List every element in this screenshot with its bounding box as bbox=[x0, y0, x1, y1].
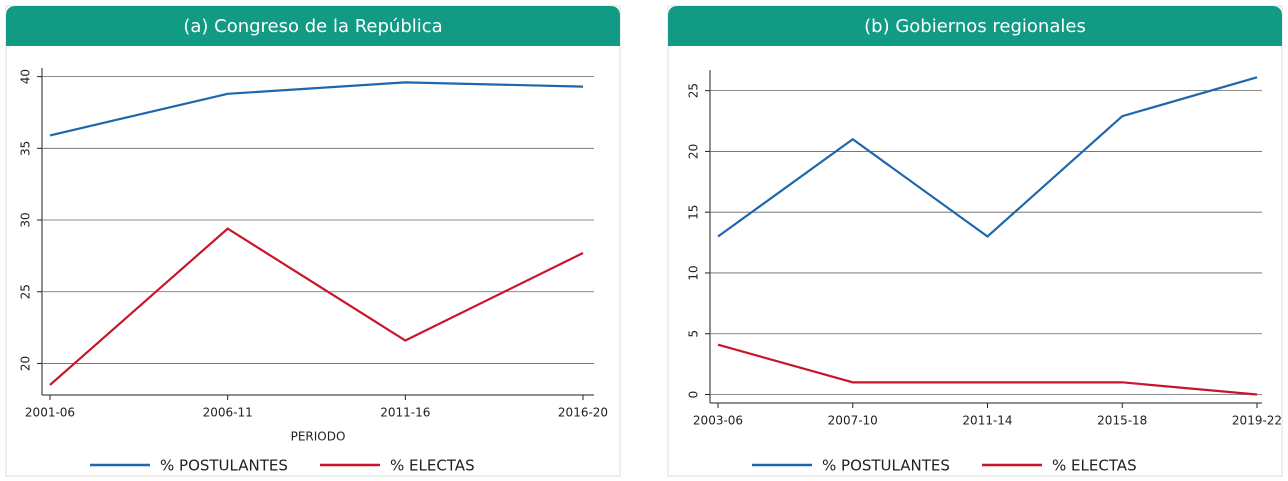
y-tick-label: 35 bbox=[19, 141, 33, 156]
legend-label: % ELECTAS bbox=[1052, 457, 1137, 475]
x-tick-label: 2011-16 bbox=[380, 406, 430, 420]
y-tick-label: 20 bbox=[687, 144, 701, 159]
x-tick-label: 2011-14 bbox=[962, 414, 1012, 428]
y-tick-label: 0 bbox=[687, 391, 701, 399]
x-tick-label: 2003-06 bbox=[693, 414, 743, 428]
x-tick-label: 2016-20 bbox=[558, 406, 608, 420]
series-line bbox=[49, 81, 584, 137]
panel-header bbox=[668, 6, 1282, 46]
legend-label: % POSTULANTES bbox=[160, 457, 288, 475]
y-tick-label: 40 bbox=[19, 69, 33, 84]
x-tick-label: 2015-18 bbox=[1097, 414, 1147, 428]
y-tick-label: 25 bbox=[687, 83, 701, 98]
y-tick-label: 10 bbox=[687, 265, 701, 280]
panel-title: (a) Congreso de la República bbox=[183, 16, 442, 37]
series-line bbox=[717, 343, 1258, 396]
panel bbox=[667, 5, 1283, 477]
x-tick-label: 2007-10 bbox=[828, 414, 878, 428]
panel-title: (b) Gobiernos regionales bbox=[864, 16, 1086, 37]
legend-label: % POSTULANTES bbox=[822, 457, 950, 475]
legend-label: % ELECTAS bbox=[390, 457, 475, 475]
x-tick-label: 2019-22 bbox=[1232, 414, 1282, 428]
panel-header bbox=[6, 6, 620, 46]
y-tick-label: 25 bbox=[19, 284, 33, 299]
series-line bbox=[717, 76, 1258, 238]
x-axis-label: PERIODO bbox=[291, 430, 346, 444]
y-tick-label: 20 bbox=[19, 356, 33, 371]
y-tick-label: 15 bbox=[687, 205, 701, 220]
y-tick-label: 30 bbox=[19, 212, 33, 227]
x-tick-label: 2006-11 bbox=[203, 406, 253, 420]
x-tick-label: 2001-06 bbox=[25, 406, 75, 420]
y-tick-label: 5 bbox=[687, 330, 701, 338]
series-line bbox=[49, 227, 584, 386]
